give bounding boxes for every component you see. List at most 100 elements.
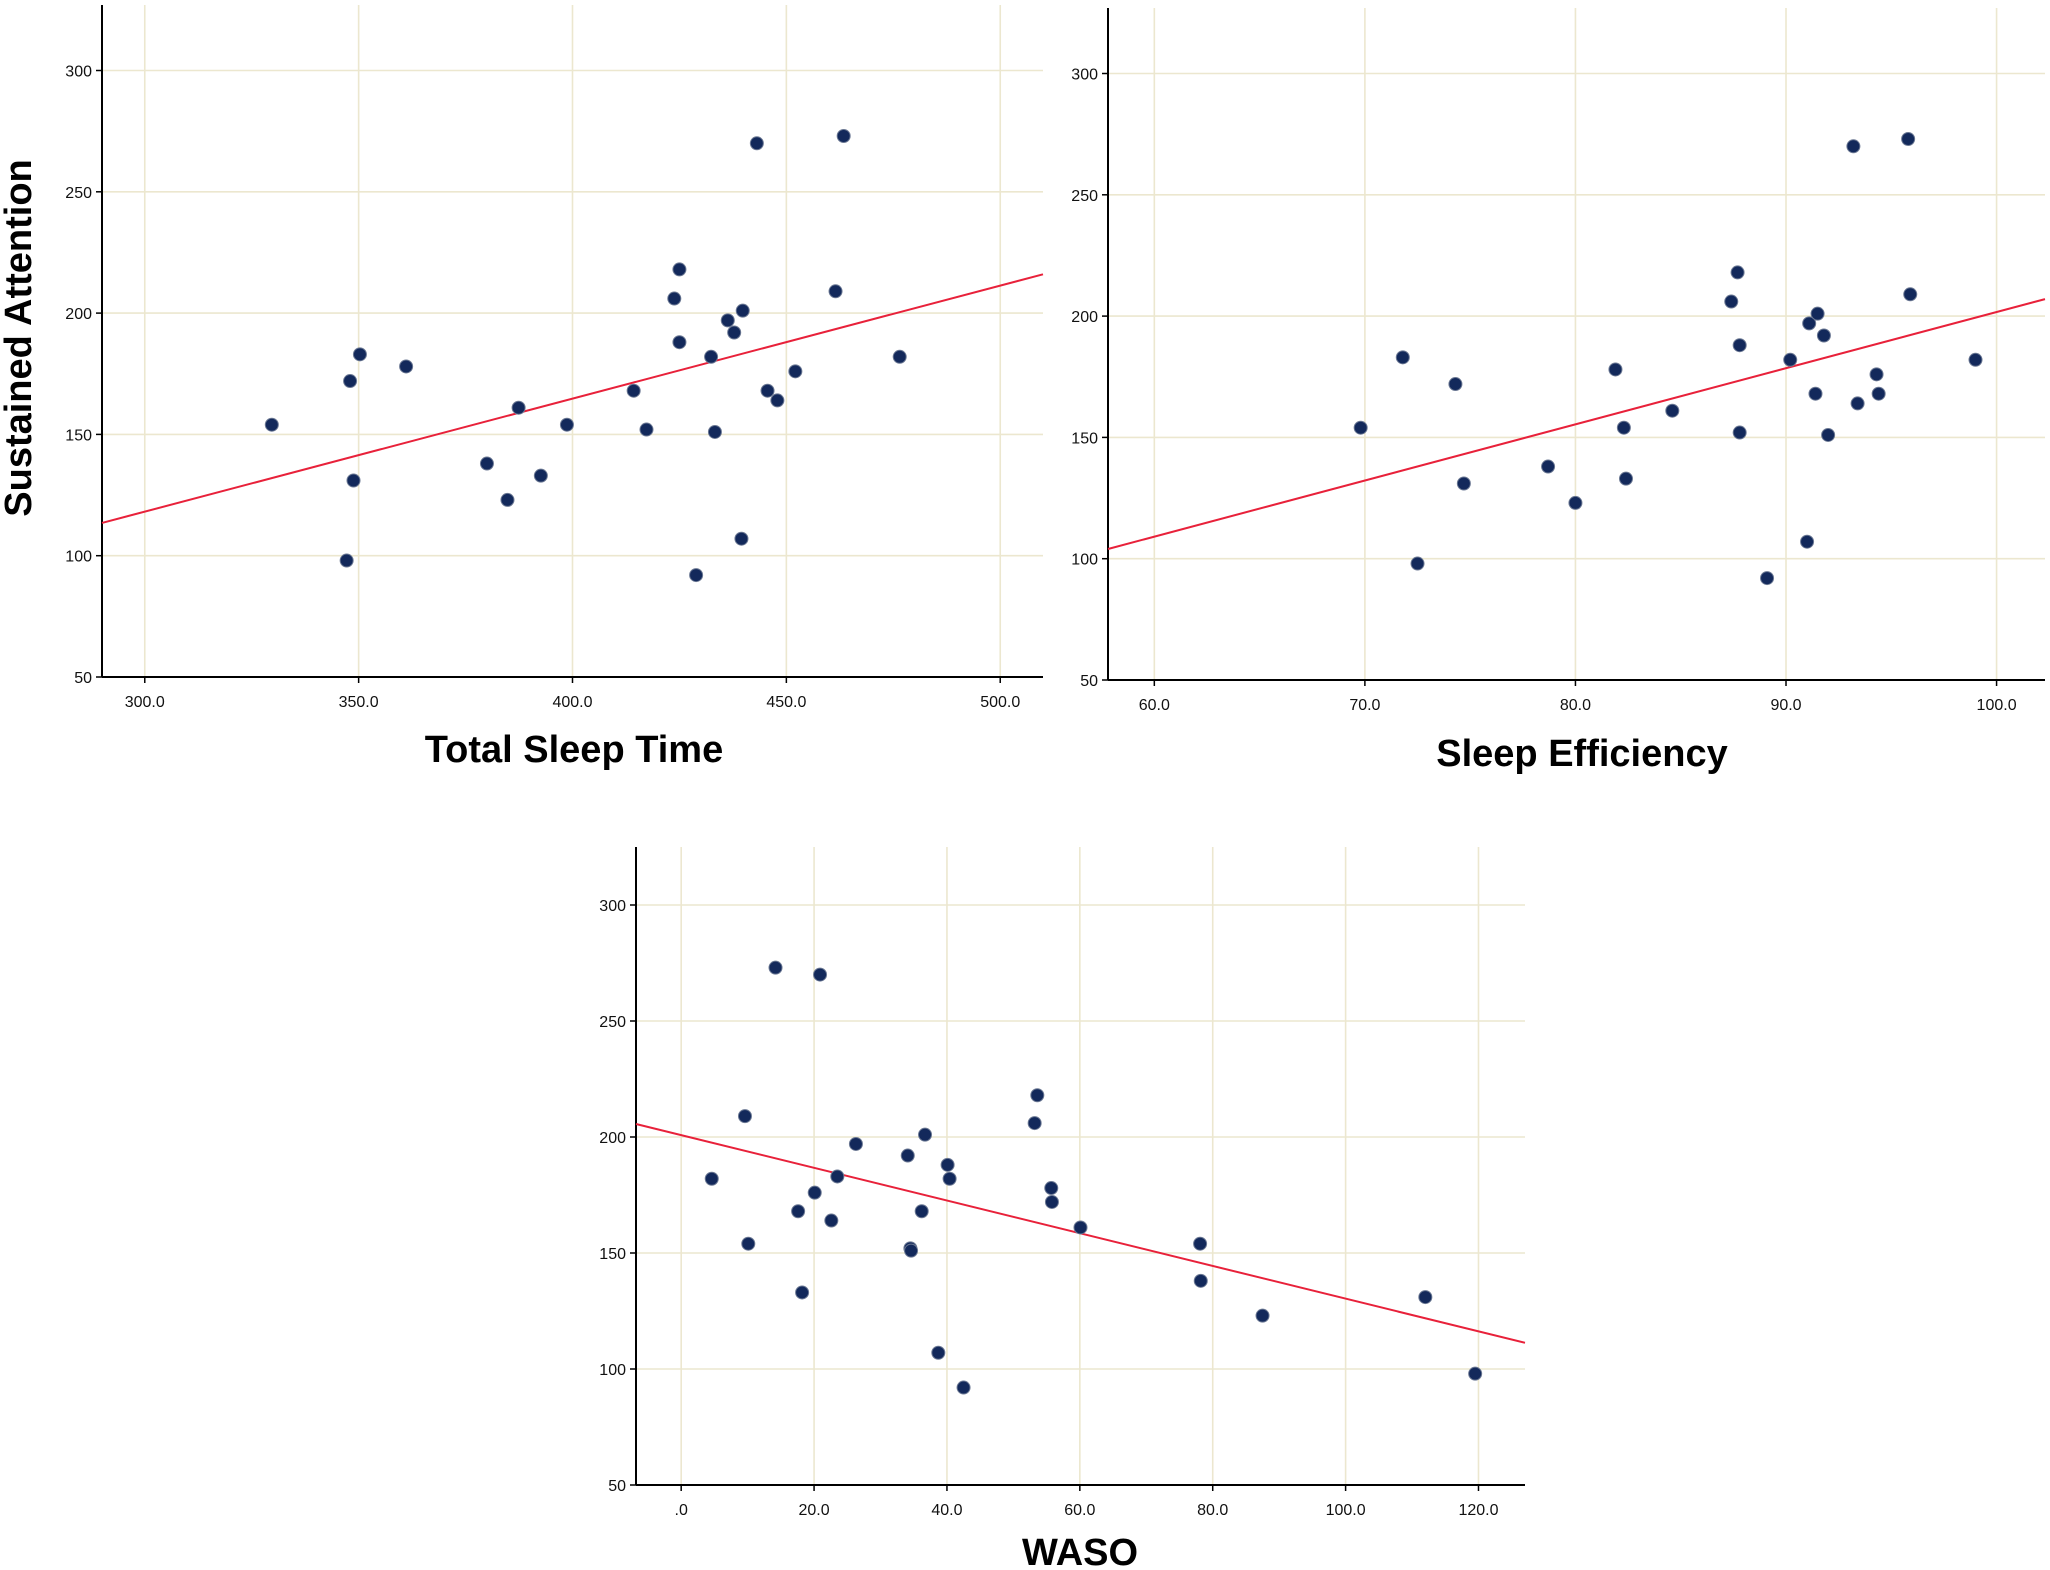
data-point [1410,556,1425,571]
x-axis-title-waso: WASO [1022,1532,1138,1570]
data-point [760,383,775,398]
data-point [672,262,687,277]
data-point [1044,1181,1059,1196]
data-point [1616,420,1631,435]
data-point [1418,1290,1433,1305]
data-point [788,364,803,379]
data-point [1816,328,1831,343]
data-point [1193,1273,1208,1288]
x-tick-label: 20.0 [798,1502,829,1519]
y-tick-label: 150 [65,427,92,444]
data-point [1810,306,1825,321]
data-point [828,284,843,299]
data-point [737,1109,752,1124]
data-point [511,400,526,415]
data-point [1027,1116,1042,1131]
data-point [1665,403,1680,418]
data-point [339,553,354,568]
data-point [1044,1194,1059,1209]
data-point [914,1204,929,1219]
data-point [830,1169,845,1184]
x-tick-label: 450.0 [766,694,806,711]
data-point [667,291,682,306]
y-tick-label: 50 [74,670,92,687]
y-tick-label: 300 [599,898,626,915]
data-point [1850,396,1865,411]
data-point [1808,386,1823,401]
data-point [727,325,742,340]
data-point [1468,1366,1483,1381]
data-point [1802,316,1817,331]
y-tick-label: 250 [65,185,92,202]
data-point [1732,425,1747,440]
data-point [741,1236,756,1251]
data-point [1255,1308,1270,1323]
data-point [904,1243,919,1258]
x-axis-title-sleep-efficiency: Sleep Efficiency [1436,733,1727,775]
y-tick-label: 150 [599,1246,626,1263]
y-tick-label: 100 [65,549,92,566]
data-point [931,1345,946,1360]
chart-waso: 50 100 150 200 250 300 .0 20.0 40.0 60.0 80.0 100.0… [599,847,1526,1519]
data-point [813,967,828,982]
x-tick-label: 350.0 [339,694,379,711]
data-point [1732,338,1747,353]
data-point [1903,287,1918,302]
data-point [1968,352,1983,367]
x-tick-label: 100.0 [1326,1502,1366,1519]
data-point [1871,386,1886,401]
data-point [1353,420,1368,435]
data-point [1568,495,1583,510]
data-point [346,473,361,488]
y-tick-label: 250 [1071,188,1098,205]
regression-line [1107,298,2046,550]
x-tick-label: 500.0 [980,694,1020,711]
x-tick-label: 80.0 [1560,697,1591,714]
y-tick-label: 300 [1071,67,1098,84]
y-tick-label: 100 [599,1362,626,1379]
data-point [1783,352,1798,367]
x-tick-label: 90.0 [1770,697,1801,714]
data-point [836,129,851,144]
data-point [807,1185,822,1200]
data-point [626,383,641,398]
x-tick-label: 70.0 [1349,697,1380,714]
data-point [689,568,704,583]
y-tick-label: 100 [1071,552,1098,569]
data-point [1608,362,1623,377]
data-point [749,136,764,151]
data-point [500,492,515,507]
data-point [704,349,719,364]
data-point [734,531,749,546]
data-point [848,1136,863,1151]
x-tick-label: 100.0 [1977,697,2017,714]
data-point [918,1127,933,1142]
data-point [1901,132,1916,147]
x-tick-label: 80.0 [1197,1502,1228,1519]
data-point [720,313,735,328]
chart-total-sleep-time: 50 100 150 200 250 300 300.0 350.0 400.0 450.0 500… [65,5,1044,711]
data-point [1073,1220,1088,1235]
data-point [559,417,574,432]
y-tick-label: 250 [599,1014,626,1031]
data-point [940,1157,955,1172]
data-point [639,422,654,437]
x-tick-label: 400.0 [552,694,592,711]
x-tick-label: 300.0 [125,694,165,711]
y-tick-label: 150 [1071,430,1098,447]
data-point [1724,294,1739,309]
data-point [942,1171,957,1186]
x-axis-title-total-sleep-time: Total Sleep Time [425,729,723,771]
data-point [1760,571,1775,586]
data-point [1618,471,1633,486]
data-point [704,1171,719,1186]
y-axis-title-sustained-attention: Sustained Attention [0,159,40,516]
x-tick-label: 40.0 [931,1502,962,1519]
chart-sleep-efficiency: 50 100 150 200 250 300 60.0 70.0 80.0 90.0 100.0 [1071,8,2046,714]
data-point [1030,1088,1045,1103]
data-point [795,1285,810,1300]
y-tick-label: 200 [599,1130,626,1147]
data-point [824,1213,839,1228]
data-point [1730,265,1745,280]
data-point [1395,350,1410,365]
